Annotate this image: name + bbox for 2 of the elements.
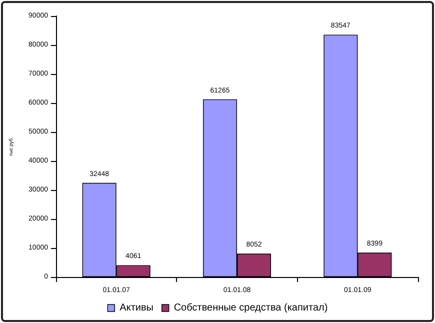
legend-label: Активы bbox=[120, 302, 154, 314]
legend-label: Собственные средства (капитал) bbox=[174, 302, 328, 314]
